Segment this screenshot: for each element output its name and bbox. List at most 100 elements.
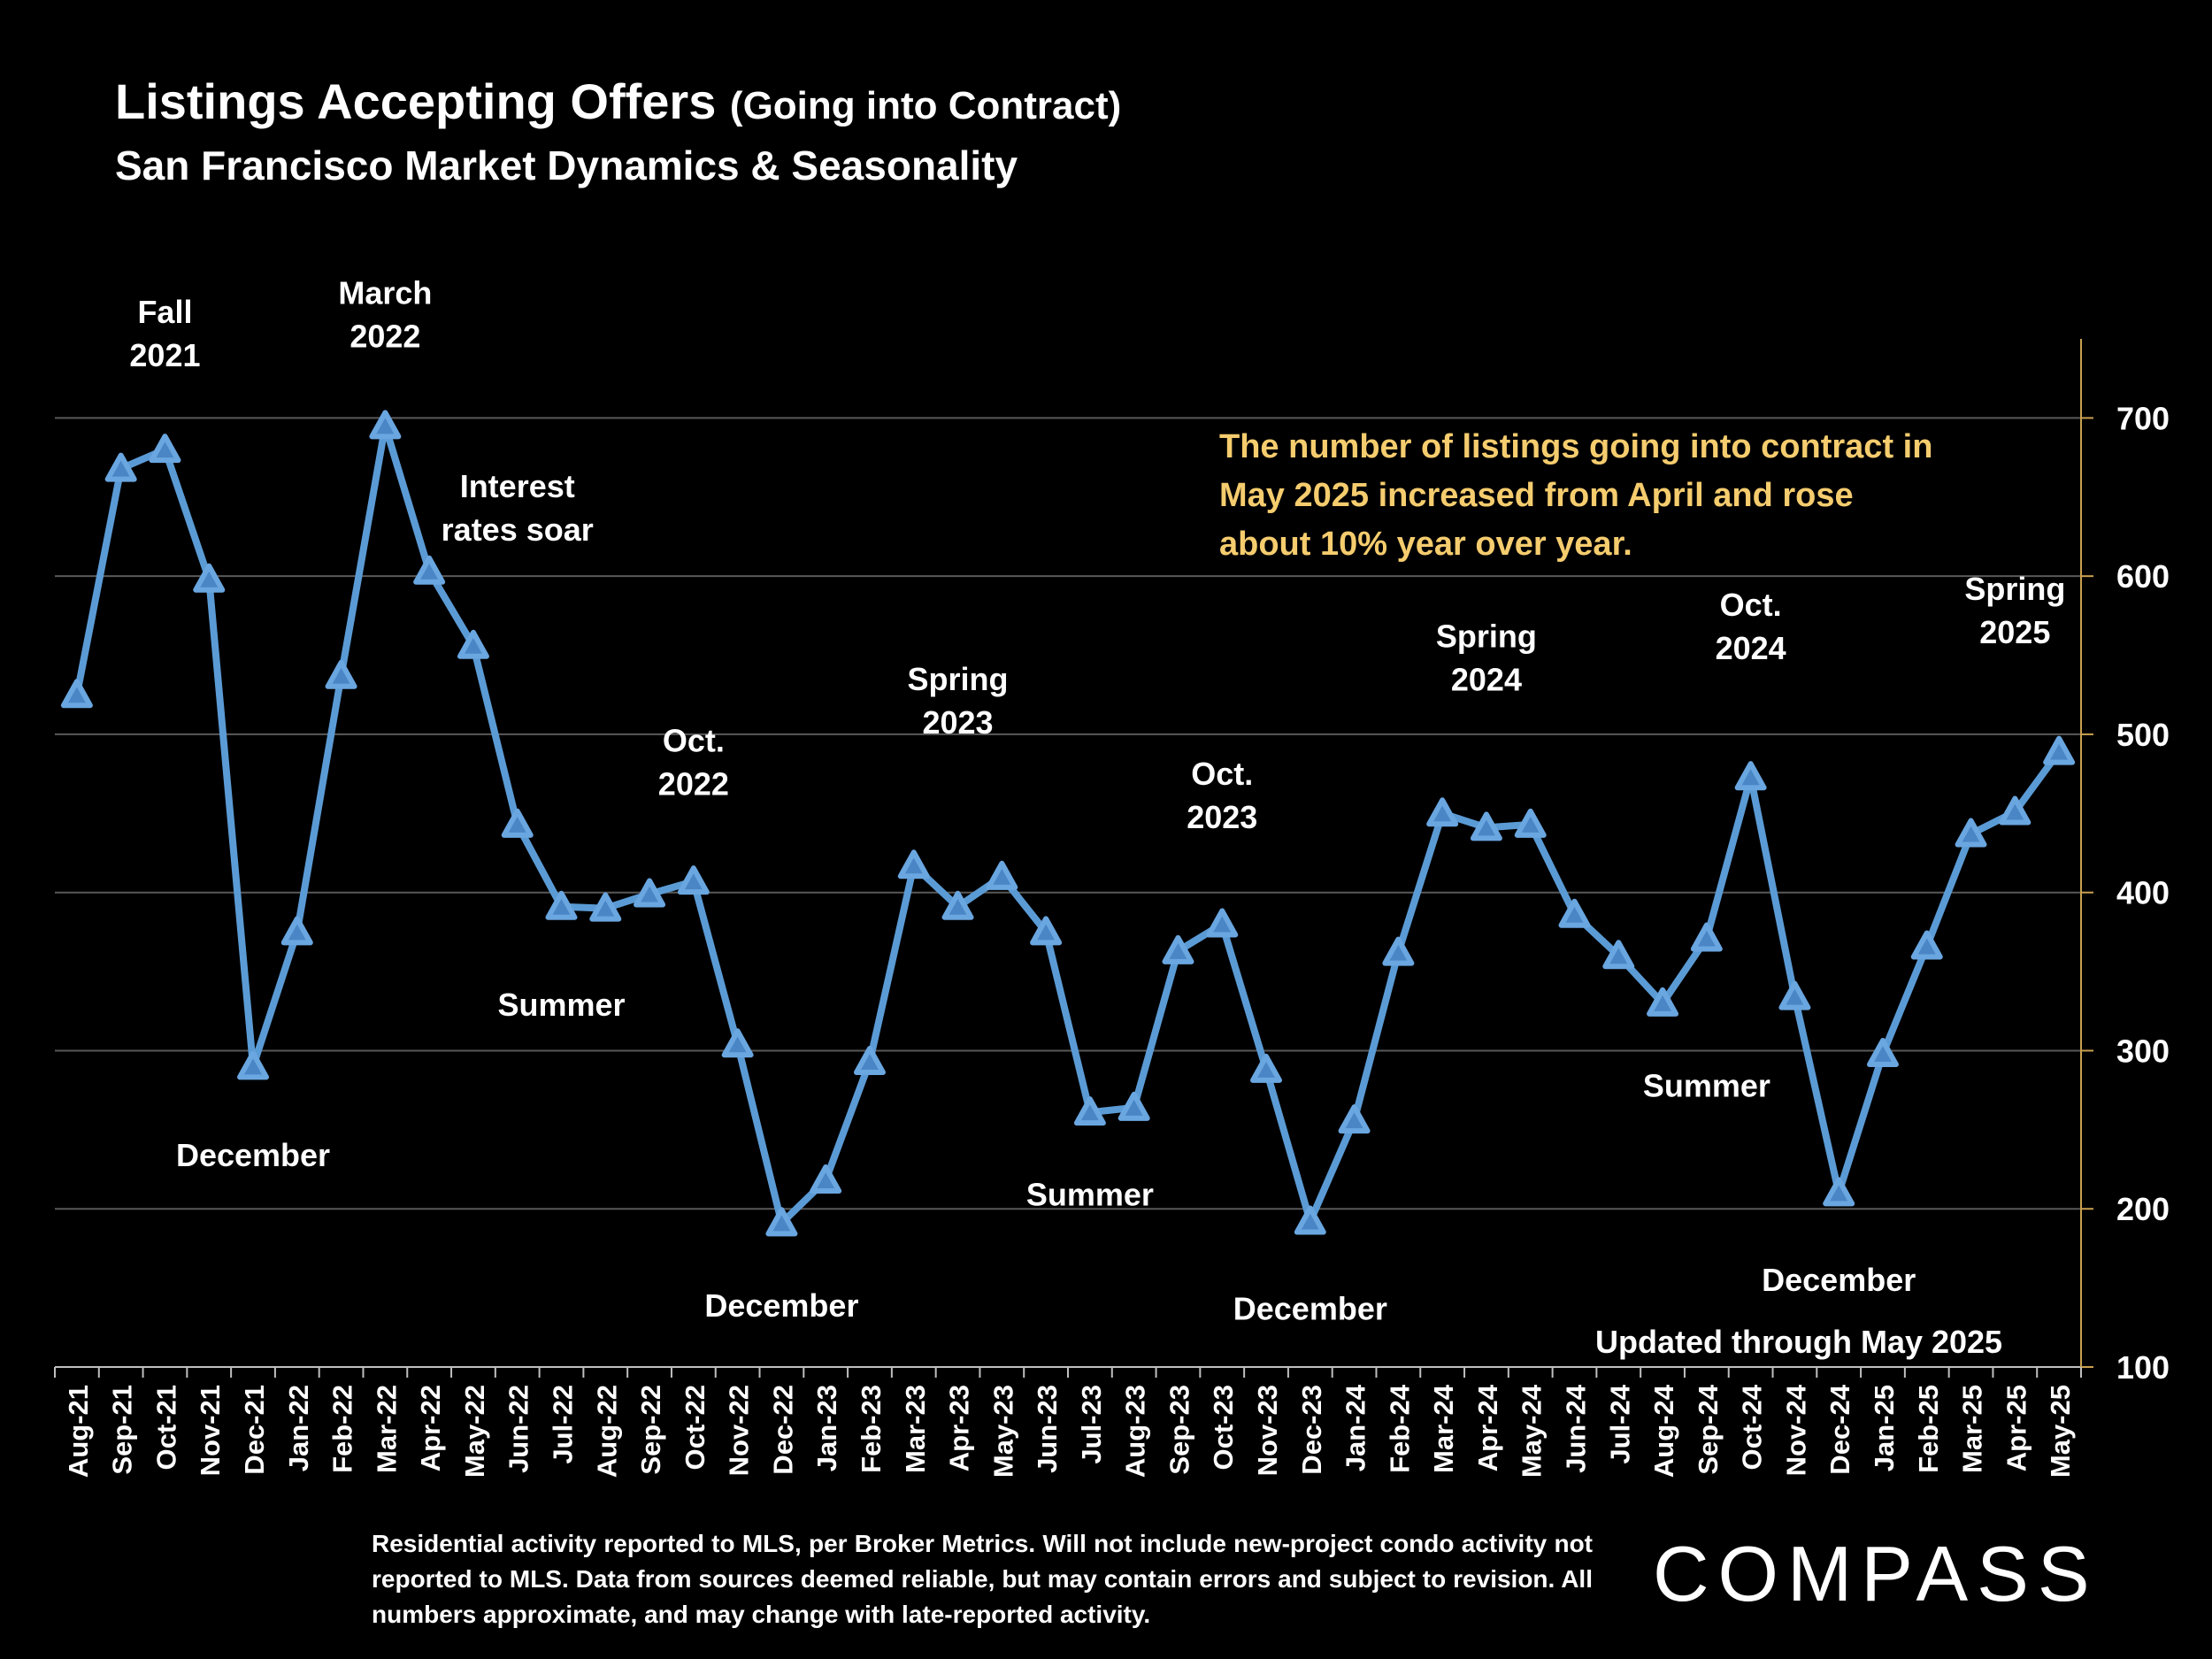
data-point-marker [1118,1091,1150,1121]
annotation-line: Oct. [1720,587,1782,623]
annotation-line: Spring [1436,618,1537,655]
y-tick-label: 600 [2116,558,2170,595]
annotation-line: 2024 [1716,630,1786,666]
annotation-line: Summer [497,987,625,1023]
x-tick-label: Jun-24 [1561,1384,1592,1473]
data-point-marker [1955,818,1987,848]
y-tick-label: 400 [2116,875,2170,911]
annotation-label: Oct. 2024 [1716,587,1786,666]
data-point-marker [501,808,534,838]
annotation-line: Fall [137,294,192,330]
annotation-label: Summer [497,987,625,1023]
annotation-line: March [338,275,432,311]
data-point-marker [457,629,489,659]
annotation-line: 2024 [1451,662,1522,698]
data-point-marker [1206,908,1239,938]
annotation-label: December [1233,1290,1387,1326]
data-point-marker [2043,735,2076,765]
x-tick-label: Nov-21 [195,1385,226,1476]
gridlines [55,417,2081,1210]
annotation-line: Spring [908,661,1009,697]
data-point-marker [1647,987,1679,1017]
series-line-path [73,422,2062,1227]
data-point-marker [325,659,357,689]
annotation-label: Summer [1643,1067,1770,1103]
x-tick-label: Jul-22 [548,1385,579,1464]
x-tick-label: Jun-22 [503,1385,534,1473]
x-tick-label: Jan-25 [1869,1385,1900,1471]
y-tick-label: 500 [2116,717,2170,753]
x-tick-label: Feb-22 [327,1385,358,1473]
data-point-marker [1382,936,1415,966]
x-tick-label: Jan-22 [283,1385,314,1471]
data-point-marker [1470,811,1502,841]
x-tick-label: Oct-24 [1737,1384,1768,1470]
data-point-marker [1250,1053,1283,1083]
x-tick-label: Jan-24 [1340,1384,1371,1471]
x-tick-label: Sep-22 [635,1385,666,1475]
annotation-line: December [1762,1262,1916,1298]
x-tick-label: Apr-24 [1472,1384,1503,1471]
data-point-marker [897,849,930,879]
annotation-line: Oct. [663,723,725,759]
annotation-line: Summer [1026,1177,1154,1213]
chart-title-suffix: (Going into Contract) [729,84,1122,127]
callout-note: The number of listings going into contra… [1219,423,1945,569]
x-tick-label: Aug-23 [1120,1385,1151,1478]
x-tick-label: Oct-23 [1208,1385,1239,1470]
annotation-label: December [1762,1262,1916,1298]
x-tick-label: Mar-22 [371,1385,402,1473]
annotations: Fall 2021 March 2022 Interest rates soar Summe… [129,275,2065,1327]
annotation-line: December [176,1137,330,1173]
annotation-line: Spring [1964,571,2065,607]
x-tick-label: May-22 [459,1385,490,1478]
x-tick-label: Sep-24 [1693,1384,1724,1474]
data-point-marker [1514,808,1547,838]
data-point-marker [1602,940,1635,970]
annotation-line: 2023 [1187,799,1257,835]
x-tick-label: Feb-23 [856,1385,887,1473]
x-tick-label: Apr-23 [944,1385,975,1471]
annotation-line: Summer [1643,1067,1770,1103]
x-tick-label: Jun-23 [1032,1385,1063,1473]
data-point-marker [721,1028,754,1058]
chart-title: Listings Accepting Offers (Going into Co… [115,73,1122,129]
x-tick-label: May-23 [987,1385,1018,1478]
series-line [73,422,2062,1227]
annotation-label: Fall 2021 [129,294,200,373]
x-tick-label: Nov-22 [724,1385,755,1476]
series-markers [60,410,2076,1237]
data-point-marker [1866,1038,1899,1068]
y-tick-labels: 100 200 300 400 500 600 700 [2116,400,2170,1386]
data-point-marker [280,916,313,946]
data-point-marker [1073,1096,1106,1126]
annotation-line: 2025 [1979,614,2050,650]
annotation-label: Spring 2023 [908,661,1009,741]
data-point-marker [1338,1104,1371,1134]
x-tick-label: Nov-24 [1780,1384,1811,1476]
x-tick-label: Mar-24 [1428,1384,1459,1473]
x-tick-label: Aug-22 [591,1385,622,1478]
x-tick-label: Dec-21 [239,1385,270,1475]
y-tick-label: 100 [2116,1349,2170,1386]
data-point-marker [810,1164,842,1194]
y-tick-label: 300 [2116,1033,2170,1069]
data-point-marker [149,434,181,464]
x-tick-label: Mar-25 [1957,1385,1988,1473]
data-point-marker [1558,898,1591,928]
data-point-marker [1778,980,1811,1010]
annotation-label: Spring 2024 [1436,618,1537,698]
data-point-marker [413,555,446,585]
data-point-marker [1030,916,1063,946]
annotation-line: 2022 [658,766,729,803]
x-tick-label: Apr-22 [415,1385,446,1471]
x-tick-label: Sep-21 [107,1385,138,1475]
data-point-marker [104,452,137,482]
x-tick-label: Feb-25 [1913,1385,1944,1473]
data-point-marker [1999,795,2032,826]
data-point-marker [634,878,666,908]
axes [54,339,2093,1378]
x-tick-label: Jan-23 [811,1385,842,1471]
x-tick-label: Nov-23 [1252,1385,1283,1476]
